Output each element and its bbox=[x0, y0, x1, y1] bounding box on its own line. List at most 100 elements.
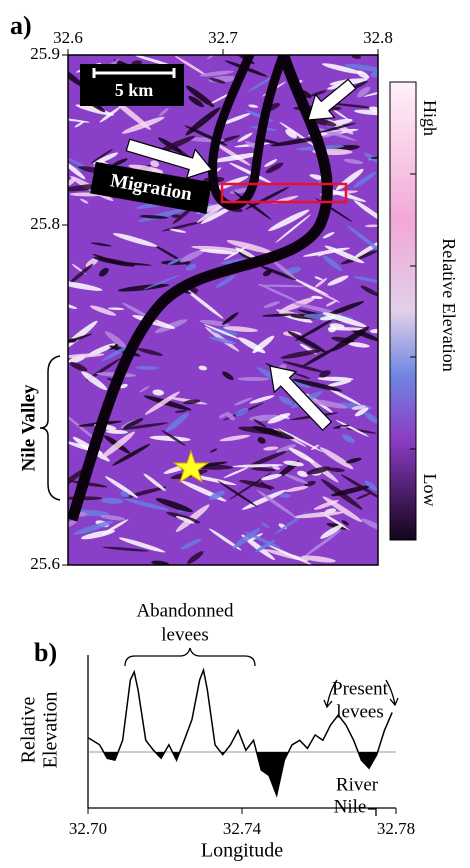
texture bbox=[335, 419, 369, 437]
texture bbox=[90, 305, 117, 316]
texture bbox=[81, 371, 108, 391]
texture bbox=[267, 412, 291, 424]
bracket bbox=[124, 647, 256, 667]
texture bbox=[291, 302, 342, 315]
texture bbox=[68, 64, 86, 89]
texture bbox=[80, 198, 89, 204]
annotation-box bbox=[330, 774, 386, 822]
arrow bbox=[269, 365, 333, 431]
texture bbox=[364, 412, 378, 424]
texture bbox=[361, 518, 378, 533]
texture bbox=[353, 109, 378, 116]
texture bbox=[68, 333, 93, 347]
x-tick-label: 32.6 bbox=[53, 28, 83, 47]
texture bbox=[143, 274, 181, 290]
texture bbox=[245, 186, 290, 210]
texture bbox=[187, 551, 204, 564]
texture bbox=[209, 448, 218, 453]
texture bbox=[234, 397, 253, 406]
texture bbox=[285, 129, 297, 139]
texture bbox=[137, 348, 163, 356]
texture bbox=[118, 537, 166, 553]
x-tick-label: 32.7 bbox=[208, 28, 238, 47]
texture bbox=[123, 418, 144, 429]
texture bbox=[311, 295, 323, 300]
texture bbox=[209, 77, 226, 84]
texture bbox=[326, 380, 352, 387]
texture bbox=[322, 312, 367, 328]
texture bbox=[222, 371, 234, 381]
texture bbox=[331, 108, 349, 121]
texture bbox=[172, 207, 193, 224]
texture bbox=[331, 326, 370, 352]
texture bbox=[117, 284, 170, 292]
y-tick-label: 25.8 bbox=[30, 214, 60, 233]
texture bbox=[364, 480, 378, 491]
texture bbox=[135, 365, 159, 370]
colorbar-low: Low bbox=[420, 474, 440, 507]
texture bbox=[348, 327, 378, 342]
texture bbox=[321, 63, 362, 74]
texture bbox=[360, 285, 378, 297]
texture bbox=[149, 435, 191, 442]
texture bbox=[235, 407, 249, 417]
x-tick-label: 32.78 bbox=[377, 819, 415, 838]
texture bbox=[219, 113, 251, 126]
texture bbox=[161, 220, 206, 232]
texture bbox=[199, 70, 234, 77]
texture bbox=[301, 555, 336, 563]
texture bbox=[75, 104, 115, 116]
texture bbox=[294, 372, 311, 379]
texture bbox=[261, 522, 270, 528]
texture bbox=[120, 491, 130, 498]
texture bbox=[265, 162, 284, 174]
annotation-arrows bbox=[323, 679, 399, 709]
texture bbox=[238, 337, 266, 354]
colorbar bbox=[389, 81, 417, 541]
texture bbox=[174, 410, 187, 413]
texture bbox=[282, 361, 327, 374]
colorbar-ticks bbox=[410, 173, 416, 450]
texture bbox=[121, 116, 165, 134]
texture bbox=[322, 255, 342, 271]
texture bbox=[369, 328, 378, 334]
texture bbox=[295, 317, 337, 342]
texture bbox=[100, 431, 135, 459]
texture bbox=[275, 214, 311, 243]
texture bbox=[183, 399, 201, 405]
texture bbox=[263, 446, 279, 451]
texture bbox=[90, 148, 114, 164]
texture bbox=[340, 474, 378, 500]
texture bbox=[266, 544, 314, 565]
texture bbox=[270, 137, 321, 147]
texture bbox=[276, 444, 296, 453]
texture bbox=[119, 383, 128, 389]
texture bbox=[293, 511, 344, 519]
texture bbox=[105, 476, 138, 498]
texture bbox=[73, 520, 114, 535]
texture bbox=[106, 429, 128, 434]
texture bbox=[353, 276, 378, 283]
texture bbox=[112, 233, 158, 247]
texture bbox=[363, 89, 378, 97]
texture bbox=[279, 493, 292, 498]
texture bbox=[356, 492, 371, 500]
map-image bbox=[68, 55, 378, 565]
texture bbox=[208, 490, 225, 501]
texture bbox=[283, 460, 304, 467]
bracket-label: Nile Valley bbox=[18, 384, 39, 472]
texture bbox=[191, 245, 243, 252]
texture bbox=[263, 301, 280, 309]
texture bbox=[247, 76, 274, 93]
texture bbox=[150, 160, 160, 168]
texture bbox=[198, 365, 208, 371]
colorbar-label: Relative Elevation bbox=[439, 238, 459, 371]
texture bbox=[171, 214, 181, 218]
profile-box bbox=[220, 182, 348, 204]
texture bbox=[301, 346, 338, 368]
texture bbox=[100, 514, 126, 521]
texture bbox=[261, 313, 298, 317]
texture bbox=[315, 277, 328, 288]
texture bbox=[257, 437, 266, 444]
bracket bbox=[39, 355, 61, 501]
